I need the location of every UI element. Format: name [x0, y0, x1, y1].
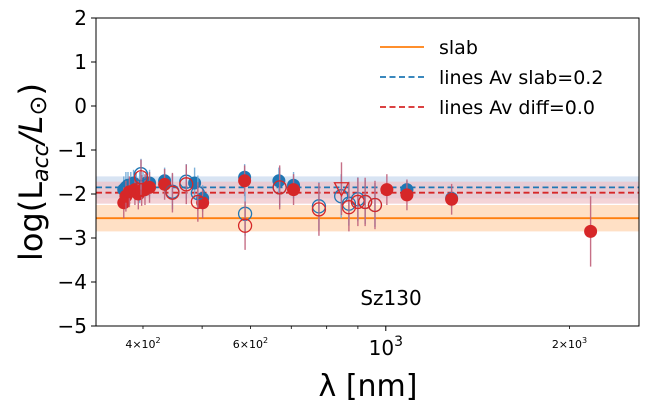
x-tick-exponent-2: 3	[394, 334, 403, 350]
x-axis: 4×102 6×102 103 2×103	[125, 326, 587, 360]
y-axis-label-odot: ⊙	[24, 95, 52, 115]
legend: slab lines Av slab=0.2 lines Av diff=0.0	[380, 37, 603, 119]
uncertainty-bands	[96, 176, 639, 232]
x-tick-mantissa-0: 4×10	[125, 338, 155, 351]
legend-label-1: lines Av slab=0.2	[439, 67, 603, 89]
red_open-point-2	[179, 177, 194, 192]
x-tick-mantissa-2: 10	[369, 336, 394, 360]
y-tick-label-3: −1	[58, 138, 87, 162]
legend-label-0: slab	[439, 37, 478, 59]
red_filled-point-8	[158, 177, 172, 191]
annotation-label: Sz130	[360, 286, 421, 310]
y-axis-label-close: )	[12, 83, 50, 95]
red_open_triangle-point-0	[333, 182, 350, 198]
red_filled-point-7	[143, 180, 157, 194]
y-tick-label-5: −3	[58, 226, 87, 250]
y-axis-label: log(Lacc/L⊙)	[12, 83, 54, 261]
red_open-point-8	[350, 194, 366, 210]
red_filled-point-15	[584, 224, 598, 238]
red_open-point-6	[311, 202, 327, 217]
red_open-point-1	[165, 185, 180, 200]
y-axis-label-sub: acc	[29, 144, 54, 182]
y-tick-label-2: 0	[74, 94, 87, 118]
red_filled-point-13	[400, 188, 414, 202]
red_open-point-7	[341, 200, 357, 215]
x-tick-label-3: 2×103	[552, 336, 587, 351]
x-tick-label-1: 6×102	[233, 336, 268, 351]
x-tick-mantissa-1: 6×10	[233, 338, 263, 351]
y-axis-label-tail: /L	[12, 116, 50, 148]
red_filled-point-12	[380, 183, 394, 197]
plot-frame	[95, 17, 640, 327]
red_open-point-4	[237, 218, 253, 233]
y-tick-label-6: −4	[58, 270, 87, 294]
red_open-point-9	[357, 194, 373, 210]
red_open-point-10	[367, 197, 383, 213]
x-tick-label-0: 4×102	[125, 336, 160, 351]
x-tick-exponent-0: 2	[156, 336, 161, 345]
x-tick-mantissa-3: 2×10	[552, 338, 582, 351]
y-tick-label-1: 1	[74, 50, 87, 74]
red_filled-point-10	[238, 174, 252, 188]
red_open-point-0	[133, 170, 149, 185]
legend-label-2: lines Av diff=0.0	[439, 97, 595, 119]
x-tick-exponent-1: 2	[263, 336, 268, 345]
red_filled-point-14	[445, 192, 459, 206]
y-axis: 2 1 0 −1 −2 −3 −4 −5	[58, 6, 96, 338]
data-points	[117, 158, 598, 267]
x-tick-exponent-3: 3	[582, 336, 587, 345]
x-tick-label-2: 103	[369, 334, 403, 360]
red_open-point-3	[190, 194, 205, 210]
x-axis-label: λ [nm]	[319, 369, 418, 404]
red_open-point-5	[272, 180, 287, 195]
red_filled-point-11	[287, 183, 301, 197]
y-axis-label-main: log(L	[12, 182, 50, 261]
y-tick-label-0: 2	[74, 6, 87, 30]
y-tick-label-4: −2	[58, 182, 87, 206]
y-tick-label-7: −5	[58, 314, 87, 338]
